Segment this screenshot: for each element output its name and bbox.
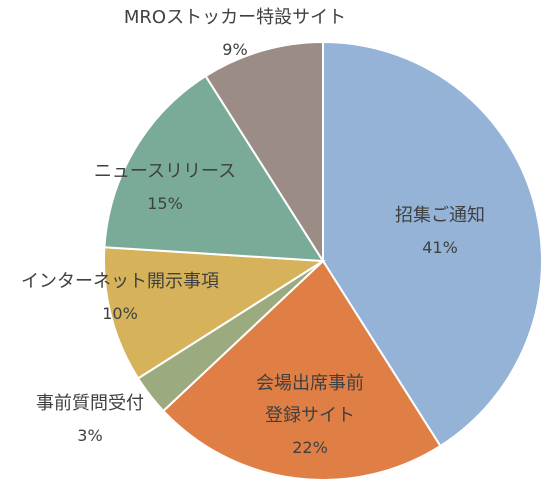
slice-label: 会場出席事前登録サイト 22% bbox=[248, 368, 373, 464]
slice-label: ニュースリリース 15% bbox=[65, 156, 265, 220]
value-label: 9% bbox=[222, 40, 248, 59]
slice-label: MROストッカー特設サイト 9% bbox=[105, 2, 365, 66]
slice-label: 事前質問受付 3% bbox=[0, 388, 190, 452]
value-label: 41% bbox=[422, 238, 458, 257]
category-label: MROストッカー特設サイト bbox=[123, 7, 347, 28]
value-label: 15% bbox=[147, 194, 183, 213]
value-label: 3% bbox=[77, 426, 103, 445]
pie-slice bbox=[103, 74, 325, 263]
category-label: 事前質問受付 bbox=[36, 393, 144, 414]
value-label: 22% bbox=[292, 438, 328, 457]
slice-label: インターネット開示事項 10% bbox=[0, 266, 240, 330]
slice-label: 招集ご通知 41% bbox=[360, 200, 520, 264]
pie-slice bbox=[161, 259, 442, 481]
category-label: 会場出席事前登録サイト bbox=[256, 373, 364, 426]
pie-slice bbox=[103, 246, 327, 380]
pie-slice bbox=[204, 40, 324, 265]
category-label: インターネット開示事項 bbox=[21, 271, 219, 292]
category-label: ニュースリリース bbox=[93, 161, 237, 182]
value-label: 10% bbox=[102, 304, 138, 323]
category-label: 招集ご通知 bbox=[395, 205, 485, 226]
pie-slice bbox=[322, 40, 542, 448]
